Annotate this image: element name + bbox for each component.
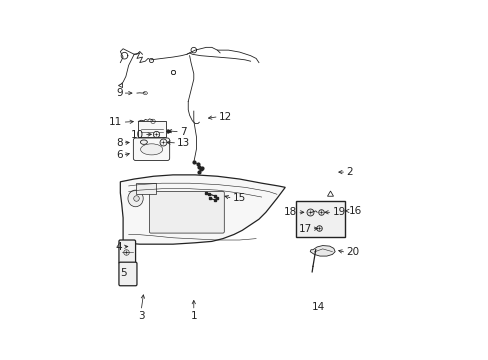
- Bar: [138, 121, 166, 138]
- Text: 10: 10: [130, 130, 143, 140]
- FancyBboxPatch shape: [133, 138, 169, 161]
- Text: 15: 15: [232, 193, 245, 203]
- Ellipse shape: [140, 144, 163, 155]
- FancyBboxPatch shape: [119, 240, 135, 264]
- Text: 9: 9: [116, 88, 122, 98]
- Polygon shape: [309, 246, 334, 256]
- Bar: [135, 183, 156, 194]
- Text: 20: 20: [346, 247, 359, 257]
- Ellipse shape: [128, 190, 143, 207]
- Text: 12: 12: [218, 112, 231, 122]
- Text: 6: 6: [116, 150, 122, 161]
- Polygon shape: [120, 175, 285, 244]
- Text: 14: 14: [311, 302, 325, 312]
- Text: 11: 11: [109, 117, 122, 127]
- Ellipse shape: [140, 140, 147, 144]
- Text: 17: 17: [298, 224, 311, 234]
- Text: 16: 16: [348, 206, 362, 216]
- Text: 13: 13: [177, 138, 190, 148]
- Text: 4: 4: [116, 242, 122, 252]
- FancyBboxPatch shape: [149, 192, 224, 233]
- Text: 2: 2: [346, 167, 352, 177]
- Text: 3: 3: [138, 311, 144, 321]
- Text: 8: 8: [116, 138, 122, 148]
- FancyBboxPatch shape: [119, 262, 137, 286]
- Text: 5: 5: [120, 268, 127, 278]
- Text: 7: 7: [180, 127, 186, 137]
- Text: 19: 19: [332, 207, 345, 217]
- Text: 18: 18: [284, 207, 297, 217]
- Bar: [296, 201, 344, 237]
- Text: 1: 1: [190, 311, 197, 321]
